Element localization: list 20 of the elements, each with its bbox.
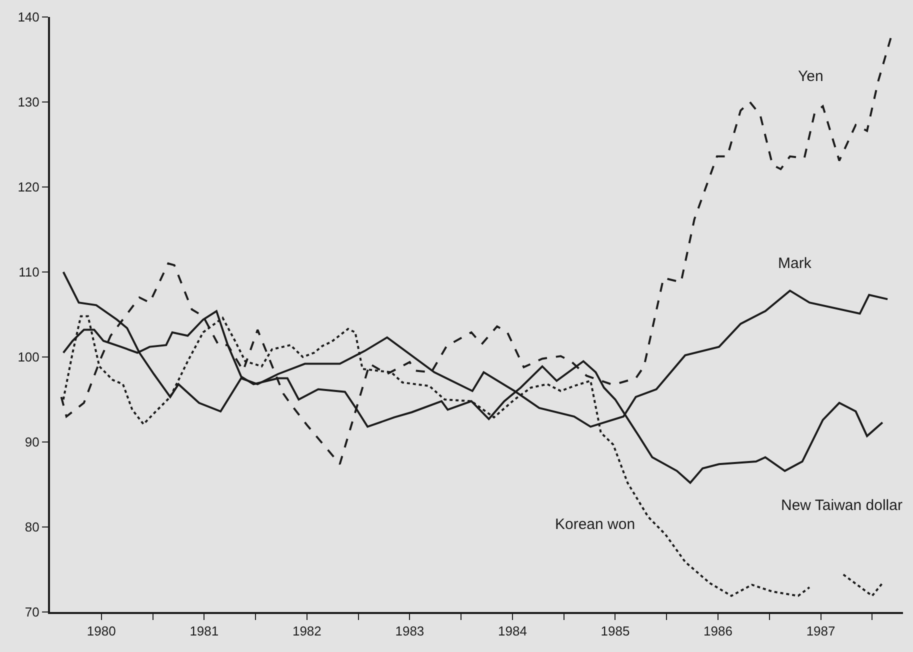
y-tick-label: 140	[18, 10, 40, 25]
series-label: Yen	[798, 68, 824, 85]
series-label: Korean won	[555, 516, 636, 533]
y-tick-label: 90	[24, 434, 40, 450]
y-tick-label: 110	[18, 264, 40, 280]
y-tick-label: 80	[24, 520, 40, 535]
y-tick-label: 70	[24, 604, 40, 620]
y-tick-label: 120	[18, 180, 40, 195]
x-tick-label: 1985	[600, 624, 630, 639]
x-tick-label: 1982	[292, 624, 322, 639]
x-tick-label: 1980	[86, 624, 116, 639]
series-label: New Taiwan dollar	[781, 497, 902, 514]
x-tick-label: 1986	[704, 624, 732, 639]
x-tick-label: 1987	[806, 624, 836, 639]
x-tick-label: 1981	[190, 624, 219, 639]
y-tick-label: 100	[18, 350, 40, 365]
x-tick-label: 1984	[498, 624, 527, 639]
y-tick-label: 130	[18, 94, 40, 110]
series-label: Mark	[778, 255, 812, 272]
x-tick-label: 1983	[395, 624, 424, 639]
